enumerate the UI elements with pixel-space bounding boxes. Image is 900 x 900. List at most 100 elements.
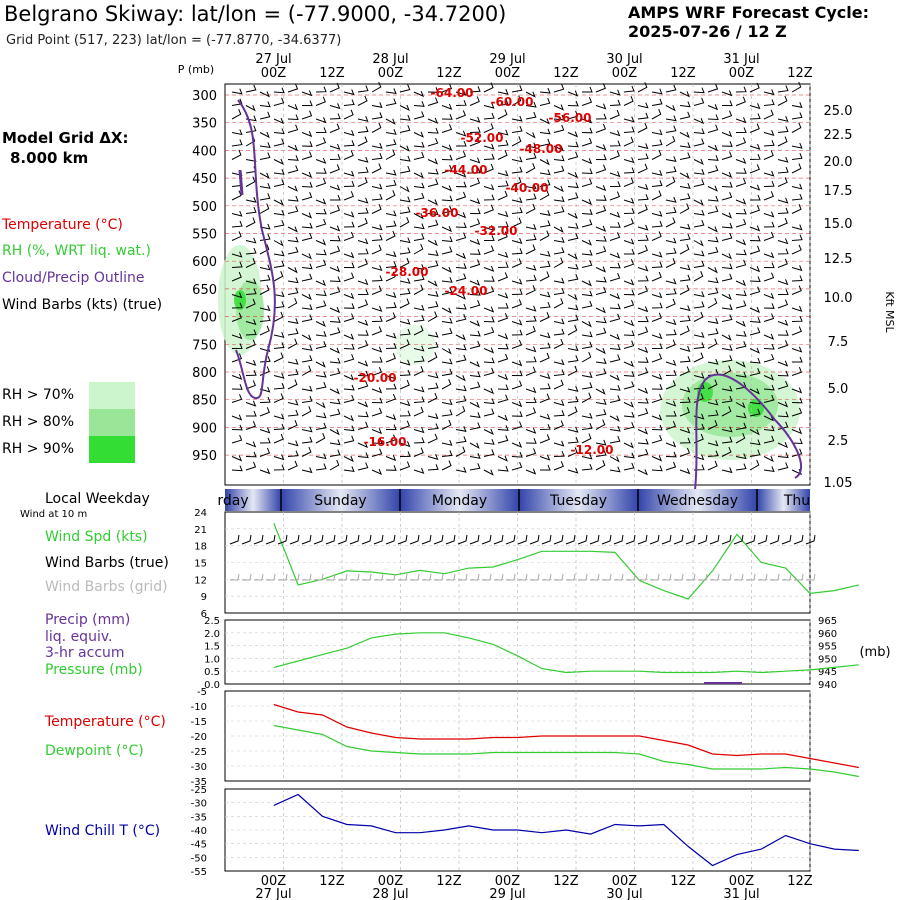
wind-barb bbox=[315, 300, 327, 309]
wind-barb bbox=[609, 252, 621, 259]
wind-barb-true bbox=[373, 534, 384, 545]
wind-barb bbox=[763, 231, 775, 241]
wind-barb bbox=[273, 128, 285, 135]
wind-barb bbox=[329, 429, 340, 436]
wind-barb bbox=[511, 462, 523, 471]
wind-barb bbox=[637, 275, 649, 282]
wind-barb bbox=[329, 184, 341, 191]
wind-barb bbox=[609, 191, 621, 201]
wind-barb bbox=[567, 294, 578, 301]
wind-barb bbox=[497, 374, 509, 381]
wind-barb bbox=[735, 402, 746, 409]
wind-barb bbox=[329, 245, 341, 255]
wind-barb bbox=[777, 156, 789, 163]
wind-barb bbox=[623, 167, 635, 174]
wind-barb bbox=[469, 249, 481, 255]
wind-barb bbox=[525, 366, 536, 376]
wind-barb bbox=[693, 250, 705, 257]
wind-barb bbox=[651, 251, 663, 258]
wind-barb bbox=[469, 300, 481, 309]
wind-barb bbox=[441, 195, 453, 202]
wind-barb bbox=[665, 84, 677, 93]
wind-barb-true bbox=[577, 534, 588, 545]
wind-barb bbox=[343, 425, 355, 432]
wind-barb bbox=[287, 144, 299, 152]
wind-barb bbox=[413, 172, 424, 179]
wind-barb bbox=[413, 213, 424, 220]
wind-barb bbox=[371, 316, 383, 322]
pressure-tick-label: 960 bbox=[818, 629, 837, 640]
wind-barb bbox=[301, 467, 313, 474]
model-grid-value: 8.000 km bbox=[10, 149, 89, 167]
wind-barb bbox=[581, 433, 592, 444]
wind-barb bbox=[679, 183, 691, 189]
wind-barb bbox=[595, 409, 607, 417]
wind-barb bbox=[357, 217, 368, 228]
wind-barb bbox=[413, 437, 425, 444]
wind-barb bbox=[301, 395, 313, 403]
wind-barb bbox=[582, 86, 593, 93]
wind-barb bbox=[525, 315, 537, 322]
wind-barb bbox=[735, 463, 747, 471]
wind-barb bbox=[539, 373, 551, 380]
wind-barb-grid bbox=[650, 573, 660, 581]
wind-barb bbox=[651, 312, 662, 322]
wind-barb bbox=[455, 375, 466, 382]
wind-barb bbox=[259, 203, 270, 214]
wind-barb bbox=[441, 399, 453, 406]
wind-barb bbox=[301, 232, 313, 241]
wind-barb-grid bbox=[770, 573, 780, 581]
wind-barb bbox=[777, 217, 788, 228]
wind-barb bbox=[259, 407, 270, 417]
hour-tick-label-top: 00Z bbox=[378, 66, 404, 81]
precip-tick-label: 2.0 bbox=[204, 629, 220, 640]
wind-barb bbox=[721, 212, 733, 219]
wind-barb bbox=[539, 118, 550, 125]
wind-barb bbox=[315, 259, 327, 268]
wind-barb bbox=[511, 125, 523, 133]
wind-barb bbox=[651, 180, 663, 187]
wind-barb bbox=[791, 346, 803, 353]
wind-barb bbox=[357, 421, 369, 430]
wind-barb bbox=[679, 233, 691, 241]
wind-barb bbox=[385, 465, 397, 471]
wind-barb bbox=[483, 225, 495, 232]
weekday-cell bbox=[225, 489, 281, 511]
wind-barb bbox=[791, 316, 803, 322]
wind-barb-grid bbox=[446, 573, 456, 581]
wind-barb bbox=[637, 469, 648, 476]
wind-barb bbox=[385, 424, 397, 431]
wind-barb bbox=[287, 287, 299, 295]
wind-barbs-true-row bbox=[229, 534, 816, 545]
wind-barb bbox=[623, 96, 634, 106]
wind-barb bbox=[357, 95, 368, 106]
wind-barb bbox=[399, 247, 411, 255]
wind-barb bbox=[371, 265, 383, 272]
cloud-outline bbox=[694, 373, 802, 491]
wind-barb bbox=[497, 88, 509, 95]
wind-barb bbox=[553, 145, 564, 152]
wind-barb bbox=[427, 250, 439, 257]
wind-barb bbox=[511, 339, 523, 349]
wind-barb bbox=[329, 388, 340, 395]
wind-barb bbox=[287, 267, 298, 274]
wind-barb bbox=[413, 152, 425, 160]
wind-barb bbox=[637, 306, 649, 313]
wind-barb bbox=[567, 355, 579, 363]
pressure-label: Pressure (mb) bbox=[45, 662, 143, 678]
wind-barb bbox=[609, 211, 621, 218]
wind-barb bbox=[679, 284, 690, 295]
wind-barb bbox=[693, 464, 705, 471]
wind-barb bbox=[721, 436, 733, 444]
wind-barb bbox=[231, 292, 243, 299]
wind-barb bbox=[441, 246, 453, 255]
wind-barb bbox=[246, 410, 257, 417]
wind-barb bbox=[231, 231, 242, 241]
wind-barb bbox=[777, 207, 789, 214]
wind-barb bbox=[777, 197, 789, 204]
wind-barb bbox=[721, 192, 733, 201]
wind-barb bbox=[539, 393, 550, 403]
wind-barb bbox=[301, 334, 312, 341]
wind-barb bbox=[413, 264, 425, 270]
wind-barb bbox=[693, 199, 704, 206]
